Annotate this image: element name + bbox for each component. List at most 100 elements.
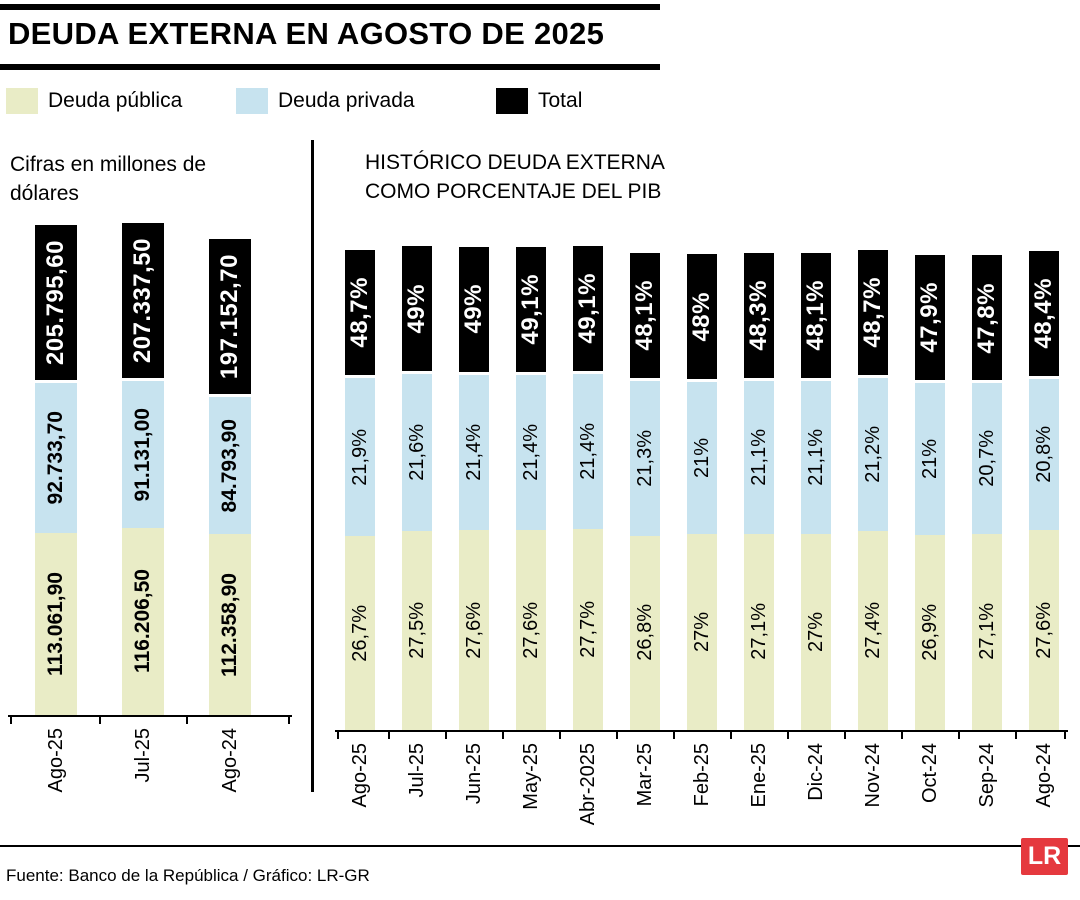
total-value-label: 48,1% (802, 280, 830, 352)
axis-tick (185, 715, 188, 724)
bar-total-label: 48% (687, 254, 717, 379)
x-axis-label: Ago-24 (209, 728, 251, 793)
bar-total-label: 49% (402, 246, 432, 372)
bar-segment-private: 21,2% (858, 377, 888, 532)
public-value-label: 27,1% (975, 603, 998, 661)
total-value-label: 47,9% (916, 281, 944, 353)
axis-tick (387, 730, 390, 739)
bar-total-label: 48,3% (744, 252, 774, 378)
right-chart-title: HISTÓRICO DEUDA EXTERNA COMO PORCENTAJE … (365, 151, 664, 204)
axis-tick (501, 730, 504, 739)
x-axis-label: Nov-24 (858, 743, 888, 807)
legend-item-deuda-privada: Deuda privada (236, 88, 415, 114)
category-label: Nov-24 (861, 743, 884, 808)
axis-tick (729, 730, 732, 739)
axis-tick (615, 730, 618, 739)
total-value-label: 49% (460, 284, 488, 335)
lr-logo: LR (1021, 838, 1068, 875)
axis-tick (10, 715, 12, 724)
category-label: Ago-25 (348, 743, 371, 808)
private-value-label: 21,9% (348, 428, 371, 486)
bar-total-label: 47,9% (915, 254, 945, 380)
x-axis-label: Oct-24 (915, 743, 945, 803)
bar-segment-public: 112.358,90 (209, 533, 251, 715)
total-value-label: 48,1% (631, 280, 659, 352)
x-axis-label: Mar-25 (630, 743, 660, 806)
bar-total-label: 49% (459, 246, 489, 372)
footer-rule (0, 845, 1080, 847)
bar-total-label: 47,8% (972, 255, 1002, 381)
total-value-label: 48,7% (346, 276, 374, 348)
category-label: Ago-24 (218, 728, 241, 793)
total-value-label: 207.337,50 (129, 237, 157, 364)
x-axis-label: Jun-25 (459, 743, 489, 804)
public-value-label: 27,6% (1032, 601, 1055, 659)
private-value-label: 20,8% (1032, 426, 1055, 483)
bar-segment-public: 27,6% (459, 529, 489, 730)
public-value-label: 26,9% (918, 604, 941, 661)
total-value-label: 48% (688, 291, 716, 342)
private-value-label: 21,4% (462, 423, 485, 481)
left-chart-title: Cifras en millones de dólares (10, 153, 207, 206)
axis-tick (444, 730, 447, 739)
private-value-label: 21,4% (519, 423, 542, 481)
private-value-label: 21,3% (633, 430, 656, 487)
private-value-label: 92.733,70 (43, 411, 67, 505)
bar-segment-public: 27,1% (744, 533, 774, 730)
bar-segment-private: 91.131,00 (122, 380, 164, 528)
total-label: Total (538, 89, 583, 112)
bar-total-label: 48,1% (630, 253, 660, 379)
total-value-label: 197.152,70 (216, 254, 244, 380)
public-value-label: 27% (690, 612, 713, 653)
total-value-label: 49% (403, 283, 431, 334)
bar-segment-private: 21,3% (630, 381, 660, 536)
private-value-label: 91.131,00 (130, 407, 154, 502)
category-label: Ago-25 (44, 728, 67, 793)
total-value-label: 48,7% (859, 276, 887, 348)
category-label: Ene-25 (747, 743, 770, 808)
bar-total-label: 49,1% (516, 246, 546, 372)
bar-segment-private: 21,9% (345, 377, 375, 537)
bar-segment-public: 26,7% (345, 536, 375, 730)
private-value-label: 21,1% (747, 428, 770, 486)
public-value-label: 112.358,90 (217, 572, 241, 677)
x-axis-label: Feb-25 (687, 743, 717, 806)
legend-item-deuda-publica: Deuda pública (6, 88, 182, 114)
x-axis-label: Abr-2025 (573, 743, 603, 825)
private-value-label: 21,6% (405, 423, 428, 481)
axis-tick (558, 730, 561, 739)
bar-segment-public: 116.206,50 (122, 527, 164, 715)
axis-tick (672, 730, 675, 739)
bar-segment-public: 26,9% (915, 534, 945, 730)
bar-segment-private: 21% (915, 382, 945, 535)
deuda-publica-swatch (6, 88, 38, 114)
legend: Deuda pública Deuda privada Total (6, 88, 646, 115)
title-underline-rule (0, 64, 660, 70)
axis-tick (786, 730, 789, 739)
public-value-label: 27% (804, 612, 827, 653)
bar-segment-public: 26,8% (630, 535, 660, 730)
public-value-label: 27,6% (519, 601, 542, 659)
total-value-label: 205.795,60 (42, 240, 70, 366)
bar-segment-private: 21% (687, 382, 717, 535)
total-value-label: 48,4% (1030, 278, 1058, 349)
page-title: DEUDA EXTERNA EN AGOSTO DE 2025 (8, 16, 605, 51)
axis-tick (900, 730, 903, 739)
total-value-label: 47,8% (973, 282, 1001, 354)
bar-segment-private: 92.733,70 (35, 383, 77, 533)
category-label: Jul-25 (131, 728, 154, 783)
x-axis (335, 730, 1068, 732)
category-label: Feb-25 (690, 743, 713, 807)
top-rule (0, 4, 660, 10)
private-value-label: 21% (918, 438, 941, 479)
private-value-label: 21% (690, 438, 713, 479)
axis-tick (98, 715, 101, 724)
category-label: Dic-24 (804, 743, 827, 801)
category-label: Oct-24 (918, 743, 941, 804)
private-value-label: 21,2% (861, 426, 884, 483)
category-label: Mar-25 (633, 743, 656, 807)
deuda-publica-label: Deuda pública (48, 89, 183, 112)
bar-segment-public: 27% (801, 534, 831, 730)
